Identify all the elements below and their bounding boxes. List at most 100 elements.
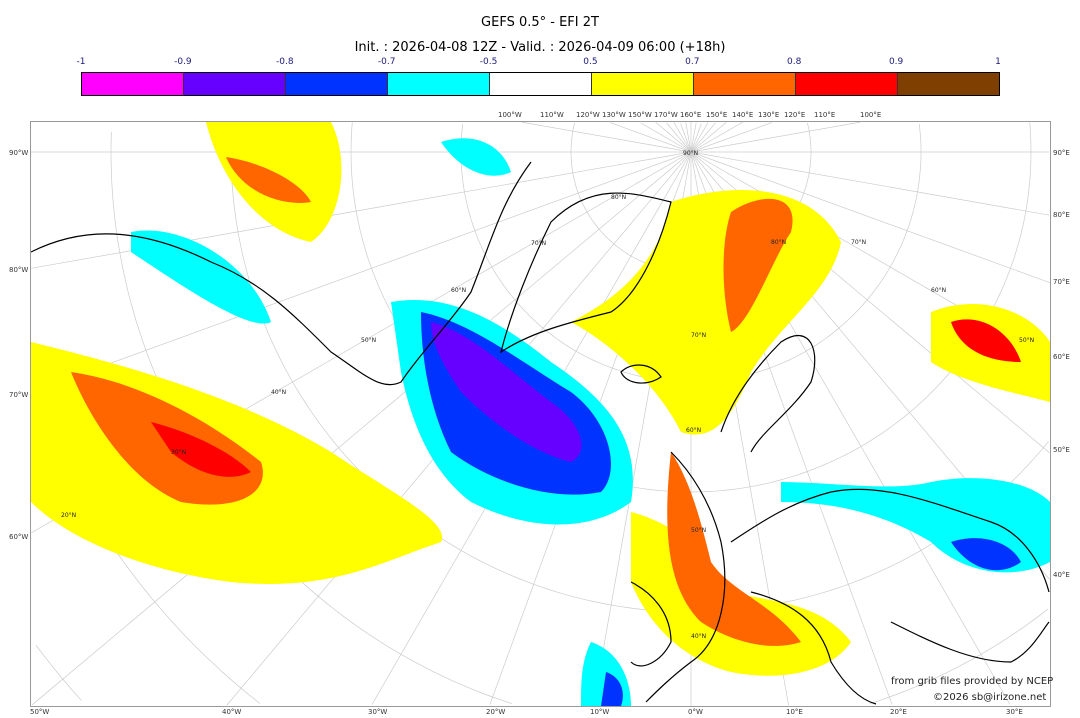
axis-label: 80°E xyxy=(1053,211,1070,219)
colorbar-bin xyxy=(184,73,286,95)
axis-label: 160°E xyxy=(680,111,702,119)
axis-label: 120°E xyxy=(784,111,806,119)
meridian xyxy=(690,122,709,153)
latitude-label: 70°N xyxy=(691,332,706,339)
latitude-label: 40°N xyxy=(271,389,286,396)
latitude-label: 60°N xyxy=(451,287,466,294)
efi-region xyxy=(951,319,1021,362)
latitude-label: 50°N xyxy=(361,337,376,344)
axis-label: 30°E xyxy=(1006,708,1023,716)
meridian xyxy=(690,122,744,153)
latitude-label: 50°N xyxy=(1019,337,1034,344)
axis-label: 130°W xyxy=(602,111,626,119)
efi-region xyxy=(226,157,311,203)
efi-region xyxy=(151,422,251,477)
efi-region xyxy=(667,452,801,646)
latitude-label: 80°N xyxy=(611,194,626,201)
colorbar-bin xyxy=(694,73,796,95)
axis-label: 10°E xyxy=(786,708,803,716)
meridian xyxy=(680,123,692,153)
colorbar-tick-label: 0.5 xyxy=(583,57,598,67)
latitude-label: 80°N xyxy=(771,239,786,246)
colorbar-tick-label: 0.8 xyxy=(787,57,802,67)
efi-region xyxy=(723,198,793,332)
axis-label: 80°W xyxy=(9,266,29,274)
axis-label: 110°E xyxy=(814,111,836,119)
axis-label: 10°W xyxy=(590,708,610,716)
meridian xyxy=(640,122,692,153)
latitude-label: 50°N xyxy=(691,527,706,534)
meridian xyxy=(690,122,716,153)
axis-label: 30°W xyxy=(368,708,388,716)
axis-label: 20°W xyxy=(486,708,506,716)
efi-map: 90°N 80°N 70°N 60°N 50°N 40°N 30°N 20°N 80°N 70°N… xyxy=(30,121,1051,707)
efi-region xyxy=(951,538,1021,571)
colorbar-tick-label: -1 xyxy=(76,57,86,67)
axis-label: 150°E xyxy=(706,111,728,119)
axis-label: 150°W xyxy=(628,111,652,119)
colorbar-bin xyxy=(796,73,898,95)
latitude-label: 40°N xyxy=(691,633,706,640)
axis-label: 140°E xyxy=(732,111,754,119)
axis-label: 50°E xyxy=(1053,446,1070,454)
meridian xyxy=(690,122,772,153)
source-credit: from grib files provided by NCEP xyxy=(891,676,1054,687)
axis-label: 60°W xyxy=(9,533,29,541)
efi-region xyxy=(601,672,623,706)
meridian xyxy=(690,122,697,153)
axis-label: 70°E xyxy=(1053,278,1070,286)
axis-label: 100°E xyxy=(860,111,882,119)
efi-region xyxy=(431,322,582,462)
latitude-label: 30°N xyxy=(171,449,186,456)
axis-label: 40°W xyxy=(222,708,242,716)
axis-label: 130°E xyxy=(758,111,780,119)
colorbar-bin xyxy=(82,73,184,95)
axis-label: 70°W xyxy=(9,391,29,399)
colorbar-tick-label: -0.9 xyxy=(174,57,192,67)
meridian xyxy=(690,123,702,153)
colorbar-tick-label: -0.7 xyxy=(377,57,396,67)
latitude-label: 60°N xyxy=(931,287,946,294)
meridian xyxy=(690,151,1050,216)
axis-label: 40°E xyxy=(1053,571,1070,579)
axis-label: 100°W xyxy=(498,111,522,119)
axis-label: 50°W xyxy=(30,708,50,716)
colorbar-bin xyxy=(490,73,592,95)
meridian xyxy=(655,122,692,153)
meridian xyxy=(521,122,692,153)
axis-label: 60°E xyxy=(1053,353,1070,361)
parallel xyxy=(35,645,82,701)
colorbar-tick-label: -0.5 xyxy=(479,57,498,67)
coastlines xyxy=(31,161,1050,705)
efi-region xyxy=(441,138,511,176)
latitude-label: 20°N xyxy=(61,512,76,519)
parallel xyxy=(460,123,922,383)
latitude-label: 60°N xyxy=(686,427,701,434)
latitude-label: 70°N xyxy=(851,239,866,246)
meridian xyxy=(690,122,727,153)
copyright: ©2026 sb@irizone.net xyxy=(933,692,1047,703)
axis-label: 110°W xyxy=(540,111,564,119)
efi-region xyxy=(131,230,271,324)
meridian xyxy=(31,151,692,706)
colorbar-tick-label: 1 xyxy=(995,57,1001,67)
axis-label: 170°W xyxy=(654,111,678,119)
colorbar-bin xyxy=(592,73,694,95)
colorbar-bin xyxy=(898,73,999,95)
colorbar-bin xyxy=(388,73,490,95)
meridian xyxy=(31,151,692,269)
map-title: GEFS 0.5° - EFI 2T xyxy=(481,15,599,30)
colorbar-tick-label: 0.9 xyxy=(888,57,904,67)
axis-label: 90°W xyxy=(9,149,29,157)
meridian xyxy=(666,122,692,153)
latitude-label: 90°N xyxy=(683,150,698,157)
axis-label: 90°E xyxy=(1053,149,1070,157)
latitude-label: 70°N xyxy=(531,240,546,247)
colorbar-tick-label: -0.8 xyxy=(275,57,294,67)
efi-field xyxy=(31,122,1050,706)
meridian xyxy=(673,122,692,153)
axis-label: 0°W xyxy=(688,708,703,716)
colorbar-tick-label: 0.7 xyxy=(685,57,700,67)
colorbar xyxy=(81,72,1000,96)
meridian xyxy=(690,122,861,153)
